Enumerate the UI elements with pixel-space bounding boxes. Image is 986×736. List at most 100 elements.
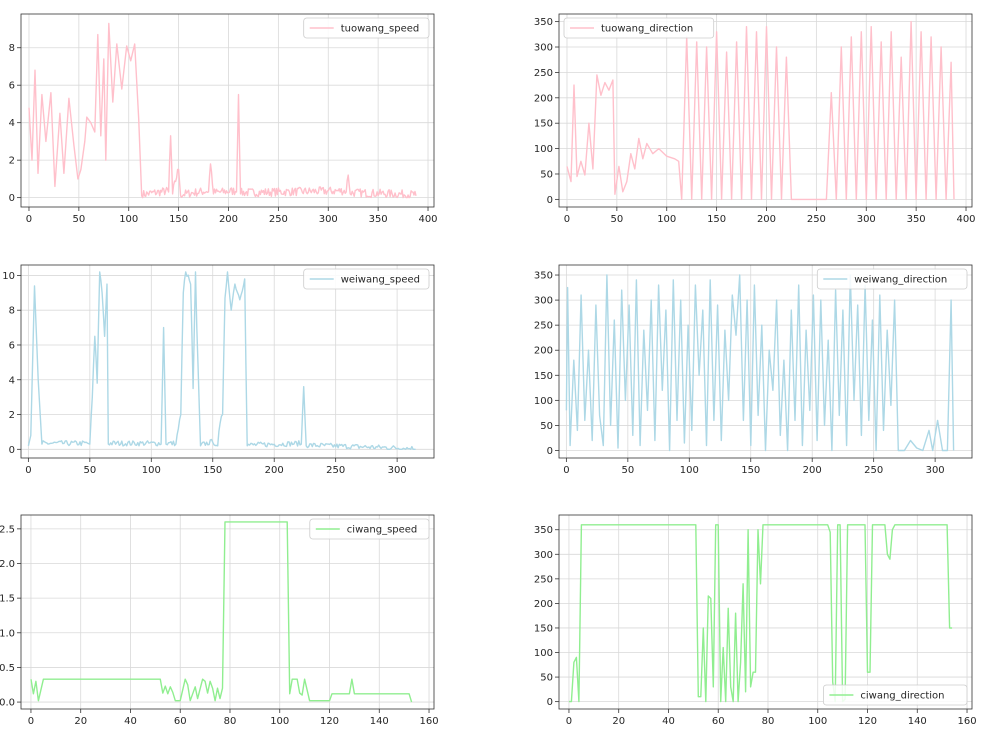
y-tick-label: 4 [9, 118, 15, 129]
legend: tuowang_speed [303, 17, 430, 39]
x-tick-label: 0 [566, 716, 572, 727]
y-tick-label: 2.0 [0, 559, 15, 570]
series-line-ciwang_speed [30, 521, 413, 703]
x-tick-label: 200 [265, 465, 284, 476]
legend-label: ciwang_speed [347, 525, 417, 536]
legend-label: weiwang_direction [854, 275, 947, 286]
x-tick-label: 60 [712, 716, 725, 727]
legend-box [816, 268, 968, 290]
x-tick-label: 150 [203, 465, 222, 476]
x-tick-label: 250 [326, 465, 345, 476]
y-tick-label: 0 [547, 195, 553, 206]
chart-tuowang_speed: 0 50 100 150 200 250 300 350 400 0 2 4 6 8 tuowang_spe… [9, 13, 438, 225]
x-tick-label: 100 [808, 716, 827, 727]
x-tick-label: 0 [564, 214, 570, 225]
chart-ciwang_direction: 0 20 40 60 80 100 120 140 160 0 50 100 150 200 250 300 3… [534, 514, 977, 727]
legend-box [303, 17, 430, 39]
legend: tuowang_direction [563, 17, 715, 39]
legend-box [823, 684, 968, 706]
x-tick-label: 100 [680, 465, 699, 476]
legend-label: weiwang_speed [341, 275, 420, 286]
y-tick-label: 50 [540, 169, 553, 180]
x-tick-label: 300 [388, 465, 407, 476]
y-tick-label: 50 [540, 673, 553, 684]
x-tick-label: 0 [563, 465, 569, 476]
x-tick-label: 120 [858, 716, 877, 727]
x-tick-label: 160 [419, 716, 438, 727]
y-tick-label: 0 [9, 193, 15, 204]
x-tick-label: 80 [224, 716, 237, 727]
chart-weiwang_direction: 0 50 100 150 200 250 300 0 50 100 150 200 250 300 350 w… [534, 264, 973, 476]
x-tick-label: 350 [907, 214, 926, 225]
y-tick-label: 350 [534, 271, 553, 282]
y-tick-label: 250 [534, 68, 553, 79]
y-tick-label: 200 [534, 93, 553, 104]
y-tick-label: 8 [9, 43, 15, 54]
y-tick-label: 200 [534, 599, 553, 610]
y-tick-label: 4 [9, 375, 15, 386]
x-tick-label: 400 [418, 214, 437, 225]
y-tick-label: 2.5 [0, 524, 15, 535]
axes-frame [558, 514, 973, 710]
x-tick-label: 50 [610, 214, 623, 225]
y-tick-label: 250 [534, 321, 553, 332]
y-tick-label: 2 [9, 156, 15, 167]
series-line-weiwang_speed [27, 271, 416, 450]
x-tick-label: 100 [657, 214, 676, 225]
series-line-ciwang_direction [569, 524, 953, 703]
series-line-tuowang_direction [566, 20, 955, 201]
x-tick-label: 40 [662, 716, 675, 727]
axes-frame [20, 264, 435, 459]
legend: ciwang_direction [823, 684, 968, 706]
y-tick-label: 2 [9, 410, 15, 421]
x-tick-label: 200 [219, 214, 238, 225]
series-line-weiwang_direction [565, 274, 955, 452]
x-tick-label: 100 [142, 465, 161, 476]
y-tick-label: 50 [540, 421, 553, 432]
x-tick-label: 0 [25, 465, 31, 476]
x-tick-label: 200 [757, 214, 776, 225]
legend-label: tuowang_speed [341, 24, 420, 35]
y-tick-label: 150 [534, 119, 553, 130]
y-tick-label: 150 [534, 623, 553, 634]
x-tick-label: 60 [174, 716, 187, 727]
x-tick-label: 250 [269, 214, 288, 225]
y-tick-label: 10 [2, 271, 15, 282]
legend: weiwang_direction [816, 268, 968, 290]
y-tick-label: 150 [534, 371, 553, 382]
y-tick-label: 300 [534, 43, 553, 54]
y-tick-label: 0 [9, 445, 15, 456]
series-line-tuowang_speed [28, 22, 417, 199]
legend-box [563, 17, 715, 39]
y-tick-label: 0.0 [0, 698, 15, 709]
y-tick-label: 300 [534, 550, 553, 561]
y-tick-label: 0.5 [0, 663, 15, 674]
x-tick-label: 0 [26, 214, 32, 225]
y-tick-label: 8 [9, 306, 15, 317]
axes-frame [20, 514, 435, 710]
y-tick-label: 6 [9, 81, 15, 92]
x-tick-label: 400 [956, 214, 975, 225]
chart-tuowang_direction: 0 50 100 150 200 250 300 350 400 0 50 100 150 200 250 3… [534, 13, 976, 225]
x-tick-label: 20 [612, 716, 625, 727]
y-tick-label: 300 [534, 296, 553, 307]
x-tick-label: 0 [28, 716, 34, 727]
x-tick-label: 300 [319, 214, 338, 225]
y-tick-label: 0 [547, 446, 553, 457]
x-tick-label: 100 [270, 716, 289, 727]
x-tick-label: 150 [741, 465, 760, 476]
x-tick-label: 20 [74, 716, 87, 727]
x-tick-label: 350 [369, 214, 388, 225]
x-tick-label: 150 [707, 214, 726, 225]
x-tick-label: 250 [864, 465, 883, 476]
x-tick-label: 200 [803, 465, 822, 476]
x-tick-label: 80 [762, 716, 775, 727]
y-tick-label: 250 [534, 574, 553, 585]
chart-weiwang_speed: 0 50 100 150 200 250 300 0 2 4 6 8 10 weiwang_speed [2, 264, 435, 476]
axes-frame [20, 13, 435, 208]
y-tick-label: 100 [534, 144, 553, 155]
y-tick-label: 0 [547, 697, 553, 708]
y-tick-label: 100 [534, 396, 553, 407]
x-tick-label: 250 [807, 214, 826, 225]
